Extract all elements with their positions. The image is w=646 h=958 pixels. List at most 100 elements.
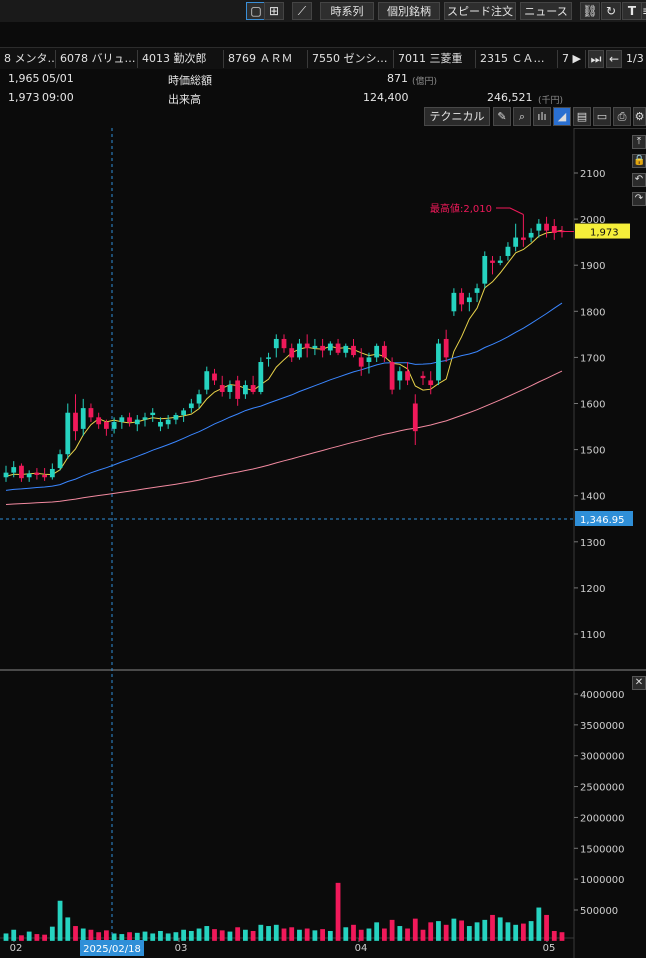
candle-body bbox=[551, 226, 557, 233]
individual-stock-button[interactable]: 個別銘柄 bbox=[378, 2, 440, 20]
candle-body bbox=[428, 380, 434, 386]
volume-bar bbox=[235, 927, 241, 941]
candle bbox=[88, 403, 94, 422]
candle bbox=[173, 412, 179, 425]
volume-bar bbox=[204, 926, 210, 941]
candle bbox=[19, 463, 24, 482]
stock-tab[interactable]: 8 メンタ… bbox=[0, 50, 56, 68]
more-icon[interactable]: ≡ bbox=[641, 2, 646, 20]
volume-bar bbox=[127, 932, 132, 941]
stock-tab[interactable]: 7 ▶ bbox=[558, 50, 586, 68]
redo-icon[interactable]: ↷ bbox=[632, 192, 646, 206]
candle-body bbox=[19, 465, 24, 479]
folder-icon[interactable]: ▭ bbox=[593, 107, 611, 126]
candle-body bbox=[405, 371, 410, 381]
candle bbox=[304, 334, 310, 358]
volume-bar bbox=[428, 922, 434, 941]
stock-tab[interactable]: 6078 バリュ… bbox=[56, 50, 138, 68]
volume-tick-label: 3500000 bbox=[580, 721, 625, 732]
volume-bar bbox=[11, 929, 17, 941]
candlestick-icon[interactable]: ılı bbox=[533, 107, 551, 126]
volume-bar bbox=[188, 930, 194, 941]
candle-body bbox=[381, 345, 387, 358]
candle-body bbox=[73, 412, 78, 432]
candle-body bbox=[258, 362, 264, 392]
cursor-date-label: 2025/02/18 bbox=[83, 944, 141, 955]
candle bbox=[273, 334, 279, 358]
volume-bar bbox=[273, 924, 279, 941]
volume-bar bbox=[34, 934, 40, 941]
market-cap-unit: (億円) bbox=[412, 77, 438, 87]
link-icon[interactable]: ⛓ bbox=[580, 2, 600, 20]
candle bbox=[196, 389, 202, 409]
volume-tick-label: 4000000 bbox=[580, 690, 625, 701]
current-price-tag bbox=[575, 223, 630, 239]
candle bbox=[119, 415, 125, 429]
candle bbox=[528, 228, 534, 243]
candle-body bbox=[351, 345, 356, 356]
volume-bar bbox=[111, 933, 117, 941]
single-layout-icon[interactable]: ▢ bbox=[246, 2, 266, 20]
volume-bar bbox=[80, 928, 86, 941]
refresh-icon[interactable]: ↻ bbox=[601, 2, 621, 20]
candle bbox=[459, 288, 465, 312]
stock-tab[interactable]: 7550 ゼンシ… bbox=[308, 50, 394, 68]
news-button[interactable]: ニュース bbox=[520, 2, 572, 20]
candle bbox=[289, 343, 295, 363]
draw-line-icon[interactable]: ⟋ bbox=[292, 2, 312, 20]
candle-body bbox=[335, 343, 341, 353]
stock-tab[interactable]: 7011 三菱重 bbox=[394, 50, 476, 68]
market-cap-value: 871 bbox=[387, 72, 408, 85]
candle bbox=[320, 338, 326, 358]
candle-body bbox=[65, 412, 71, 455]
candle-body bbox=[474, 288, 480, 293]
candle bbox=[466, 292, 472, 312]
volume-bar bbox=[513, 924, 519, 941]
back-arrow-icon[interactable]: ← bbox=[606, 50, 622, 68]
stock-tab[interactable]: 8769 ＡＲＭ bbox=[224, 50, 308, 68]
close-volume-icon[interactable]: ✕ bbox=[632, 676, 646, 690]
lock-icon[interactable]: 🔒 bbox=[632, 154, 646, 168]
pencil-icon[interactable]: ✎ bbox=[493, 107, 511, 126]
zoom-icon[interactable]: ⌕ bbox=[513, 107, 531, 126]
candle bbox=[266, 352, 271, 367]
candle-body bbox=[103, 421, 109, 429]
ma75-line bbox=[5, 370, 563, 505]
timeseries-button[interactable]: 時系列 bbox=[320, 2, 374, 20]
candle bbox=[158, 417, 163, 432]
speed-order-button[interactable]: スピード注文 bbox=[444, 2, 516, 20]
last-page-icon[interactable]: ⏭ bbox=[588, 50, 604, 68]
area-chart-icon[interactable]: ◢ bbox=[553, 107, 571, 126]
market-cap-label: 時価総額 bbox=[168, 74, 212, 87]
candle bbox=[188, 398, 194, 413]
volume-bar bbox=[559, 932, 565, 941]
document-icon[interactable]: ▤ bbox=[573, 107, 591, 126]
candle bbox=[34, 468, 40, 480]
grid-layout-icon[interactable]: ⊞ bbox=[264, 2, 284, 20]
technical-button[interactable]: テクニカル bbox=[424, 107, 490, 126]
stock-chart[interactable]: 2100 2000 1900 1800 1700 1600 1500 1400 1300 1200… bbox=[0, 128, 646, 958]
price-tick-label: 1600 bbox=[580, 400, 605, 411]
candle-body bbox=[505, 246, 511, 256]
volume-bar bbox=[289, 927, 295, 941]
candle-body bbox=[49, 468, 55, 478]
candle bbox=[451, 288, 457, 316]
print-icon[interactable]: ⎙ bbox=[613, 107, 631, 126]
text-icon[interactable]: T bbox=[622, 2, 642, 20]
candle bbox=[11, 461, 17, 478]
collapse-icon[interactable]: ⤒ bbox=[632, 135, 646, 149]
candle-body bbox=[389, 362, 395, 390]
cursor-price-tag bbox=[575, 511, 633, 526]
undo-icon[interactable]: ↶ bbox=[632, 173, 646, 187]
candle-body bbox=[490, 260, 495, 263]
candle bbox=[181, 408, 187, 422]
volume-bar bbox=[150, 933, 156, 941]
stock-tab[interactable]: 4013 勤次郎 bbox=[138, 50, 224, 68]
volume-bar bbox=[335, 882, 341, 941]
candle bbox=[111, 417, 117, 434]
settings-icon[interactable]: ⚙ bbox=[633, 107, 646, 126]
stock-tab[interactable]: 2315 ＣＡ… bbox=[476, 50, 558, 68]
candle bbox=[250, 375, 256, 395]
candle bbox=[127, 412, 132, 427]
price-tick-label: 1500 bbox=[580, 446, 605, 457]
